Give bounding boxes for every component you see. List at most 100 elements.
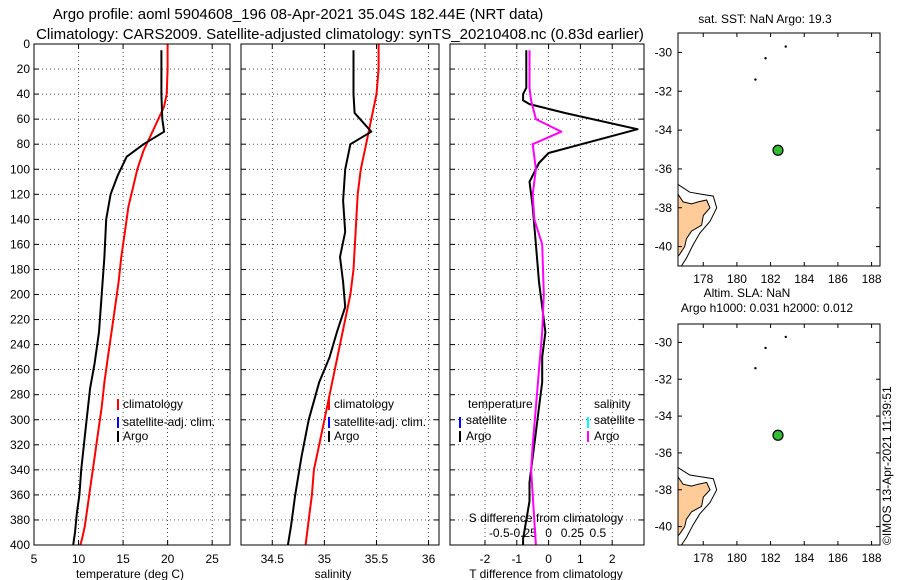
temperature-legend: climatology satellite-adj. clim. Argo bbox=[117, 397, 215, 443]
s-diff-tick-label: -0.5 bbox=[489, 526, 510, 540]
map-x-tick-label: 180 bbox=[727, 272, 747, 286]
y-tick-label: 220 bbox=[10, 313, 30, 327]
bathymetry-contour bbox=[677, 467, 718, 546]
map-x-tick-label: 186 bbox=[828, 272, 848, 286]
x-tick-label: 2 bbox=[609, 552, 616, 566]
legend-label-climatology: climatology bbox=[334, 397, 394, 411]
y-tick-label: 340 bbox=[10, 463, 30, 477]
map-y-tick-label: -40 bbox=[655, 240, 673, 254]
s-diff-tick-label: 0 bbox=[545, 526, 552, 540]
y-tick-label: 100 bbox=[10, 162, 30, 176]
y-tick-label: 360 bbox=[10, 488, 30, 502]
difference-panel: -2 -1 0 1 2-0.5 -0.25 0 0.25 0.5 bbox=[449, 43, 645, 566]
x-tick-label: 20 bbox=[161, 552, 175, 566]
map-y-tick-label: -34 bbox=[655, 409, 673, 423]
salinity-panel: 34.5 35 35.5 36 bbox=[240, 43, 440, 566]
salinity-legend: climatology satellite-adj. clim. Argo bbox=[328, 397, 426, 443]
imos-credit: ©IMOS 13-Apr-2021 11:39:51 bbox=[880, 386, 894, 545]
bathymetry-contour bbox=[677, 183, 718, 267]
series-line-s-difference-argo- bbox=[528, 50, 563, 546]
y-tick-label: 300 bbox=[10, 413, 30, 427]
map-y-tick-label: -38 bbox=[655, 201, 673, 215]
y-tick-label: 140 bbox=[10, 212, 30, 226]
y-tick-label: 280 bbox=[10, 388, 30, 402]
s-diff-tick-label: 0.25 bbox=[561, 526, 585, 540]
argo-location-marker bbox=[772, 144, 784, 156]
island-marker bbox=[784, 335, 787, 339]
sla-map-subtitle: Argo h1000: 0.031 h2000: 0.012 bbox=[681, 301, 853, 315]
t-difference-xlabel: T difference from climatology bbox=[469, 567, 623, 580]
legend-label-climatology: climatology bbox=[123, 397, 183, 411]
y-tick-label: 120 bbox=[10, 187, 30, 201]
map-y-tick-label: -30 bbox=[655, 335, 673, 349]
island-marker bbox=[754, 367, 757, 370]
map-x-tick-label: 184 bbox=[794, 551, 814, 565]
map-y-tick-label: -34 bbox=[655, 123, 673, 137]
temperature-panel: 5 10 15 20 25 0 20 40 60 80 100 120 140 160 180 200 220 2… bbox=[10, 37, 231, 566]
legend-label-t-satellite: satellite bbox=[466, 413, 507, 427]
island-marker bbox=[784, 45, 787, 48]
y-tick-label: 240 bbox=[10, 338, 30, 352]
land-polygon bbox=[677, 192, 711, 266]
x-tick-label: 5 bbox=[31, 552, 38, 566]
legend-label-s-argo: Argo bbox=[594, 429, 620, 443]
sla-map-title: Altim. SLA: NaN bbox=[704, 286, 791, 300]
legend-title-salinity: salinity bbox=[594, 397, 631, 411]
y-tick-label: 380 bbox=[10, 513, 30, 527]
y-tick-label: 200 bbox=[10, 288, 30, 302]
map-y-tick-label: -40 bbox=[655, 520, 673, 534]
x-tick-label: 25 bbox=[206, 552, 220, 566]
y-tick-label: 40 bbox=[17, 87, 31, 101]
legend-label-satellite: satellite-adj. clim. bbox=[334, 415, 426, 429]
sst-map-title: sat. SST: NaN Argo: 19.3 bbox=[698, 12, 832, 26]
island-marker bbox=[764, 346, 767, 350]
y-tick-label: 60 bbox=[17, 112, 31, 126]
difference-legend: temperature salinity satellite Argo sate… bbox=[459, 397, 635, 443]
temperature-xlabel: temperature (deg C) bbox=[76, 567, 184, 580]
salinity-xlabel: salinity bbox=[315, 567, 352, 580]
x-tick-label: 36 bbox=[422, 552, 436, 566]
map-y-tick-label: -32 bbox=[655, 372, 673, 386]
x-tick-label: 10 bbox=[72, 552, 86, 566]
y-tick-label: 20 bbox=[17, 62, 31, 76]
map-y-tick-label: -36 bbox=[655, 446, 673, 460]
map-frame bbox=[677, 323, 881, 546]
panel-frame bbox=[33, 43, 231, 546]
land-polygon bbox=[677, 475, 711, 545]
map-x-tick-label: 188 bbox=[862, 551, 882, 565]
argo-location-marker bbox=[772, 429, 784, 441]
legend-label-t-argo: Argo bbox=[466, 429, 492, 443]
title-line-1: Argo profile: aoml 5904608_196 08-Apr-20… bbox=[53, 6, 544, 23]
map-y-tick-label: -30 bbox=[655, 45, 673, 59]
x-tick-label: 34.5 bbox=[261, 552, 285, 566]
series-line-climatology bbox=[79, 44, 169, 546]
s-diff-tick-label: 0.5 bbox=[590, 526, 607, 540]
title-line-2: Climatology: CARS2009. Satellite-adjuste… bbox=[36, 26, 644, 43]
x-tick-label: 0 bbox=[545, 552, 552, 566]
panel-frame bbox=[240, 43, 440, 546]
map-x-tick-label: 182 bbox=[761, 551, 781, 565]
map-x-tick-label: 184 bbox=[794, 272, 814, 286]
island-marker bbox=[764, 57, 767, 60]
map-x-tick-label: 178 bbox=[693, 551, 713, 565]
sst-map-panel: 178 180 182 184 186 188 -30 -32 -34 -36 -38 -40 bbox=[655, 32, 882, 286]
legend-title-temperature: temperature bbox=[468, 397, 533, 411]
map-y-tick-label: -36 bbox=[655, 162, 673, 176]
legend-label-argo: Argo bbox=[123, 429, 149, 443]
map-x-tick-label: 186 bbox=[828, 551, 848, 565]
series-line-t-difference-argo- bbox=[522, 50, 639, 545]
panel-frame bbox=[449, 43, 645, 546]
y-tick-label: 260 bbox=[10, 363, 30, 377]
legend-label-argo: Argo bbox=[334, 429, 360, 443]
map-y-tick-label: -38 bbox=[655, 483, 673, 497]
series-line-argo bbox=[286, 50, 373, 546]
map-y-tick-label: -32 bbox=[655, 84, 673, 98]
legend-label-s-satellite: satellite bbox=[594, 413, 635, 427]
y-tick-label: 400 bbox=[10, 538, 30, 552]
y-tick-label: 0 bbox=[23, 37, 30, 51]
s-difference-label: S difference from climatology bbox=[469, 511, 624, 525]
island-marker bbox=[754, 78, 757, 81]
map-x-tick-label: 188 bbox=[862, 272, 882, 286]
series-line-argo bbox=[72, 50, 166, 546]
